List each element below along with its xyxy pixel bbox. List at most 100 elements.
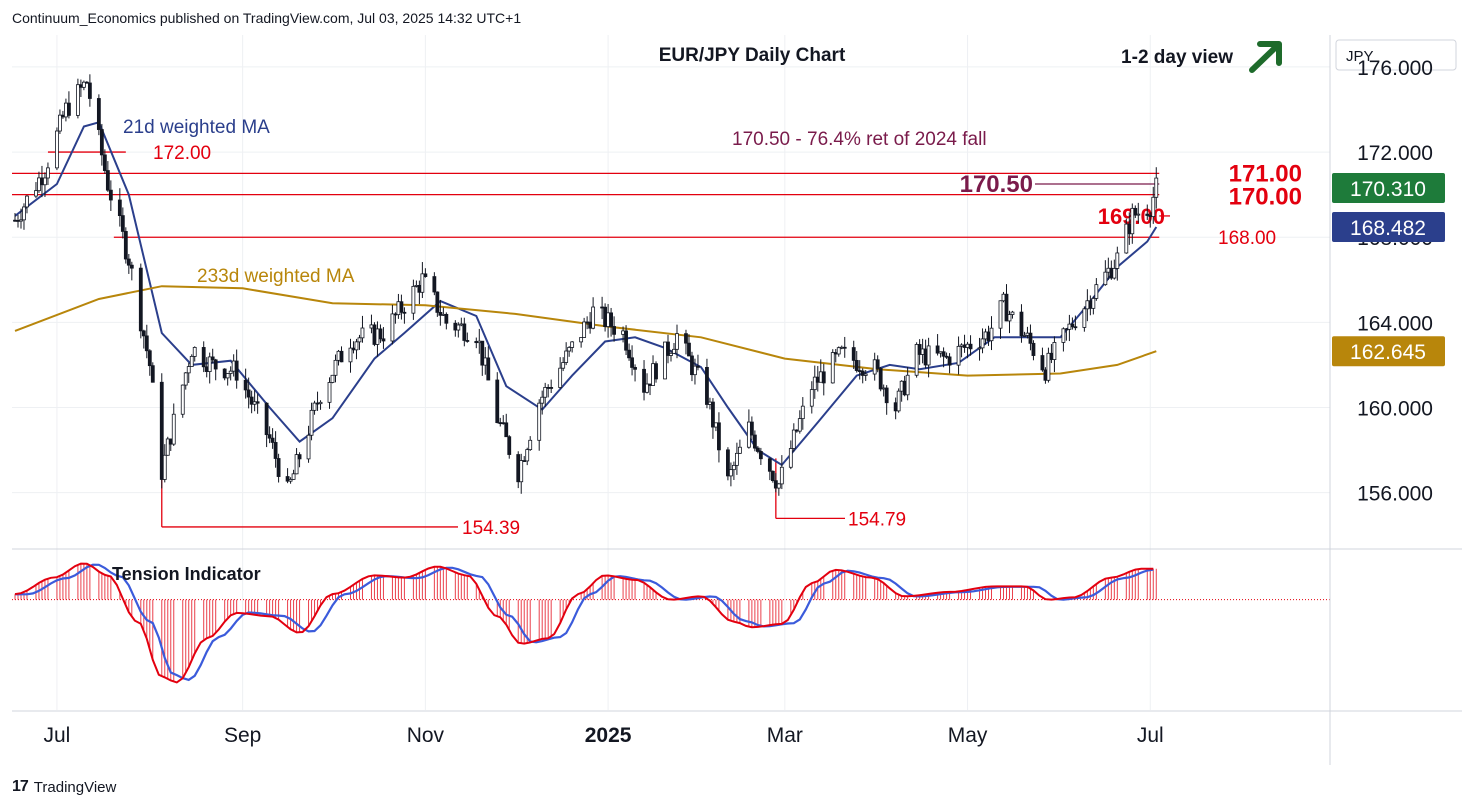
candle — [378, 324, 383, 343]
candle — [61, 110, 65, 119]
candle-body — [246, 389, 251, 398]
price-tag-label: 168.482 — [1350, 217, 1426, 240]
candle-body — [252, 401, 257, 405]
candle — [276, 453, 281, 483]
candle-body — [318, 401, 323, 405]
price-tag-bg — [1332, 336, 1445, 367]
candle-body — [444, 313, 449, 324]
candle — [480, 340, 485, 376]
candle — [186, 362, 191, 383]
candle — [147, 349, 152, 376]
candle-body — [1040, 355, 1045, 371]
candle — [1124, 218, 1129, 254]
support-resistance-levels: 171.00170.00170.50172.00169.00168.00154.… — [12, 143, 1302, 539]
retracement-annotation: 170.50 - 76.4% ret of 2024 fall — [732, 129, 987, 150]
candle-body — [228, 370, 233, 374]
candle-body — [285, 476, 290, 482]
candle-body — [737, 446, 742, 454]
candle — [612, 316, 616, 342]
candle-body — [312, 402, 317, 411]
candle-body — [1049, 352, 1054, 360]
candle-body — [690, 355, 694, 376]
candle-body — [159, 381, 164, 480]
price-tags: 170.310 168.482 162.645 — [1332, 173, 1445, 367]
candle — [546, 384, 551, 398]
candle-body — [330, 374, 335, 383]
candle-body — [210, 356, 215, 361]
candle-body — [1061, 328, 1066, 343]
candle-body — [34, 190, 38, 197]
candle — [666, 334, 670, 364]
candle — [58, 109, 62, 134]
footer-brand: 17 TradingView — [12, 778, 116, 796]
candle — [1067, 314, 1072, 342]
candle-body — [797, 418, 802, 432]
candle-body — [1052, 342, 1057, 360]
candle-body — [483, 357, 488, 366]
candle-body — [878, 368, 883, 390]
candle — [737, 439, 742, 454]
candle-body — [249, 396, 254, 405]
candle — [297, 452, 302, 468]
candle — [22, 203, 26, 230]
candle-body — [369, 324, 374, 329]
candle — [46, 162, 50, 186]
candle-body — [651, 363, 655, 386]
candle — [839, 345, 844, 350]
candle-body — [138, 267, 143, 332]
candle — [16, 214, 20, 228]
candle-body — [456, 324, 461, 331]
candle — [159, 373, 164, 489]
candle-body — [462, 323, 467, 341]
candle — [989, 316, 994, 351]
candle — [746, 409, 751, 449]
level-label-171.00: 171.00 — [1229, 160, 1302, 187]
candle-body — [830, 352, 835, 384]
candle — [64, 98, 68, 122]
candle — [654, 361, 658, 383]
candle-body — [76, 84, 80, 116]
candle-body — [543, 387, 548, 398]
candle — [423, 268, 428, 278]
candle — [474, 337, 479, 349]
candle-body — [1154, 177, 1159, 198]
candle — [420, 262, 425, 299]
candle-body — [546, 387, 551, 389]
candle-body — [1070, 323, 1075, 328]
candle — [396, 293, 401, 319]
candle-body — [147, 350, 152, 367]
candle-body — [989, 327, 994, 342]
level-label-170.50: 170.50 — [960, 171, 1033, 198]
candle-body — [962, 344, 967, 348]
candle-body — [591, 306, 596, 329]
candle — [755, 445, 760, 454]
candle — [390, 304, 395, 345]
candle — [606, 304, 610, 338]
candle — [99, 123, 104, 166]
candle-body — [339, 350, 344, 363]
candle-body — [204, 366, 209, 372]
candle — [55, 127, 59, 171]
candle-body — [1109, 267, 1114, 279]
candle-body — [749, 421, 754, 436]
candle — [863, 370, 868, 381]
candle-body — [22, 206, 26, 221]
candle-body — [630, 357, 634, 368]
candle — [495, 372, 500, 424]
candle-body — [935, 345, 940, 354]
candle-body — [420, 273, 425, 293]
candle-body — [423, 273, 428, 277]
candle — [525, 447, 530, 466]
candle — [543, 382, 548, 407]
candle-body — [507, 436, 512, 455]
candle — [207, 352, 212, 384]
candle — [663, 341, 667, 380]
candle-body — [1088, 300, 1093, 309]
candle — [941, 347, 946, 368]
candle — [540, 390, 545, 415]
candle-body — [201, 347, 206, 368]
candle — [1073, 315, 1078, 331]
candle-body — [207, 356, 212, 372]
candle-body — [1082, 308, 1087, 328]
